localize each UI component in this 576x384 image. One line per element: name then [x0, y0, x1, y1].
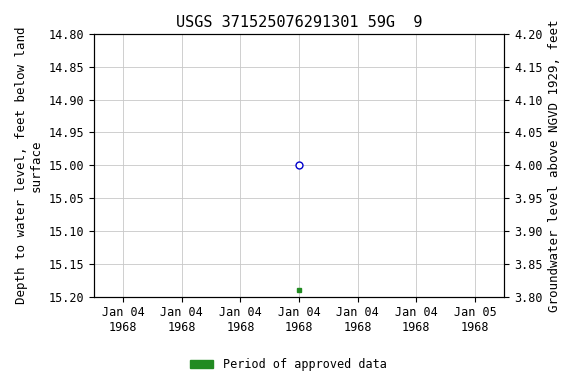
Legend: Period of approved data: Period of approved data: [185, 354, 391, 376]
Y-axis label: Depth to water level, feet below land
surface: Depth to water level, feet below land su…: [15, 26, 43, 304]
Title: USGS 371525076291301 59G  9: USGS 371525076291301 59G 9: [176, 15, 422, 30]
Y-axis label: Groundwater level above NGVD 1929, feet: Groundwater level above NGVD 1929, feet: [548, 19, 561, 311]
